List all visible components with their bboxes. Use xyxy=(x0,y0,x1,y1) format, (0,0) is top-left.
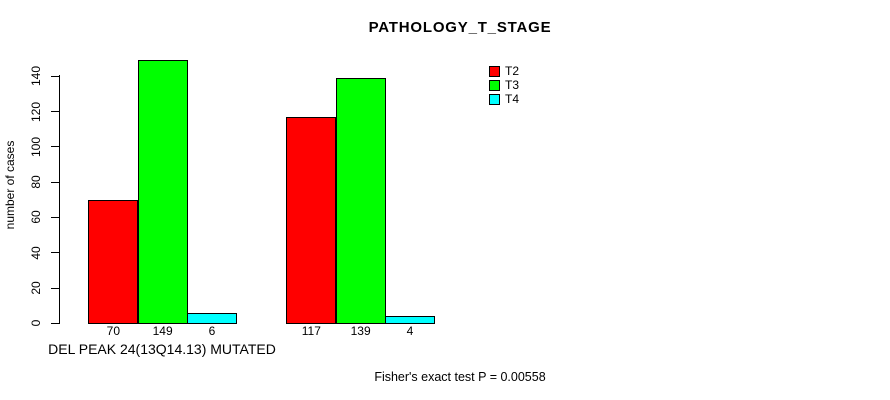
x-group-label-mutated: DEL PEAK 24(13Q14.13) MUTATED xyxy=(48,341,276,357)
bar-t4-group2 xyxy=(384,316,435,325)
y-axis-tick xyxy=(51,216,59,218)
legend-item-t2: T2 xyxy=(489,64,519,78)
bar-value-label: 117 xyxy=(301,324,321,338)
bar-t3-group1 xyxy=(137,60,188,325)
legend-item-t3: T3 xyxy=(489,78,519,92)
bar-t4-group1 xyxy=(186,312,237,325)
chart-title: PATHOLOGY_T_STAGE xyxy=(368,19,552,36)
bar-value-label: 139 xyxy=(350,324,371,338)
bar-t2-group1 xyxy=(88,199,139,325)
legend-swatch-icon xyxy=(489,79,500,91)
y-axis-tick xyxy=(51,75,59,77)
y-axis-tick xyxy=(51,287,59,289)
legend-label: T2 xyxy=(505,64,520,78)
bar-t3-group2 xyxy=(335,78,386,325)
y-axis-tick-label: 40 xyxy=(29,246,43,260)
y-axis-tick-label: 20 xyxy=(29,281,43,295)
bar-value-label: 4 xyxy=(406,324,414,338)
bar-t2-group2 xyxy=(286,116,337,325)
y-axis-tick-label: 120 xyxy=(29,101,43,122)
y-axis-tick-label: 80 xyxy=(29,175,43,189)
y-axis-tick-label: 60 xyxy=(29,210,43,225)
y-axis-line xyxy=(59,75,60,324)
legend-swatch-icon xyxy=(489,65,500,77)
legend-label: T4 xyxy=(505,92,520,106)
y-axis-label: number of cases xyxy=(3,140,17,230)
y-axis-tick xyxy=(51,111,59,113)
y-axis-tick-label: 140 xyxy=(29,66,43,87)
y-axis-tick xyxy=(51,146,59,148)
legend-swatch-icon xyxy=(489,93,500,105)
y-axis-tick xyxy=(51,252,59,254)
fisher-test-annotation: Fisher's exact test P = 0.00558 xyxy=(374,370,546,384)
y-axis-tick-label: 100 xyxy=(29,136,43,157)
legend-item-t4: T4 xyxy=(489,92,519,106)
y-axis-tick xyxy=(51,181,59,183)
bar-value-label: 149 xyxy=(152,324,173,338)
y-axis-tick-label: 0 xyxy=(29,319,43,327)
legend-label: T3 xyxy=(505,78,520,92)
y-axis-tick xyxy=(51,322,59,324)
bar-value-label: 70 xyxy=(106,324,121,338)
bar-value-label: 6 xyxy=(208,324,216,338)
